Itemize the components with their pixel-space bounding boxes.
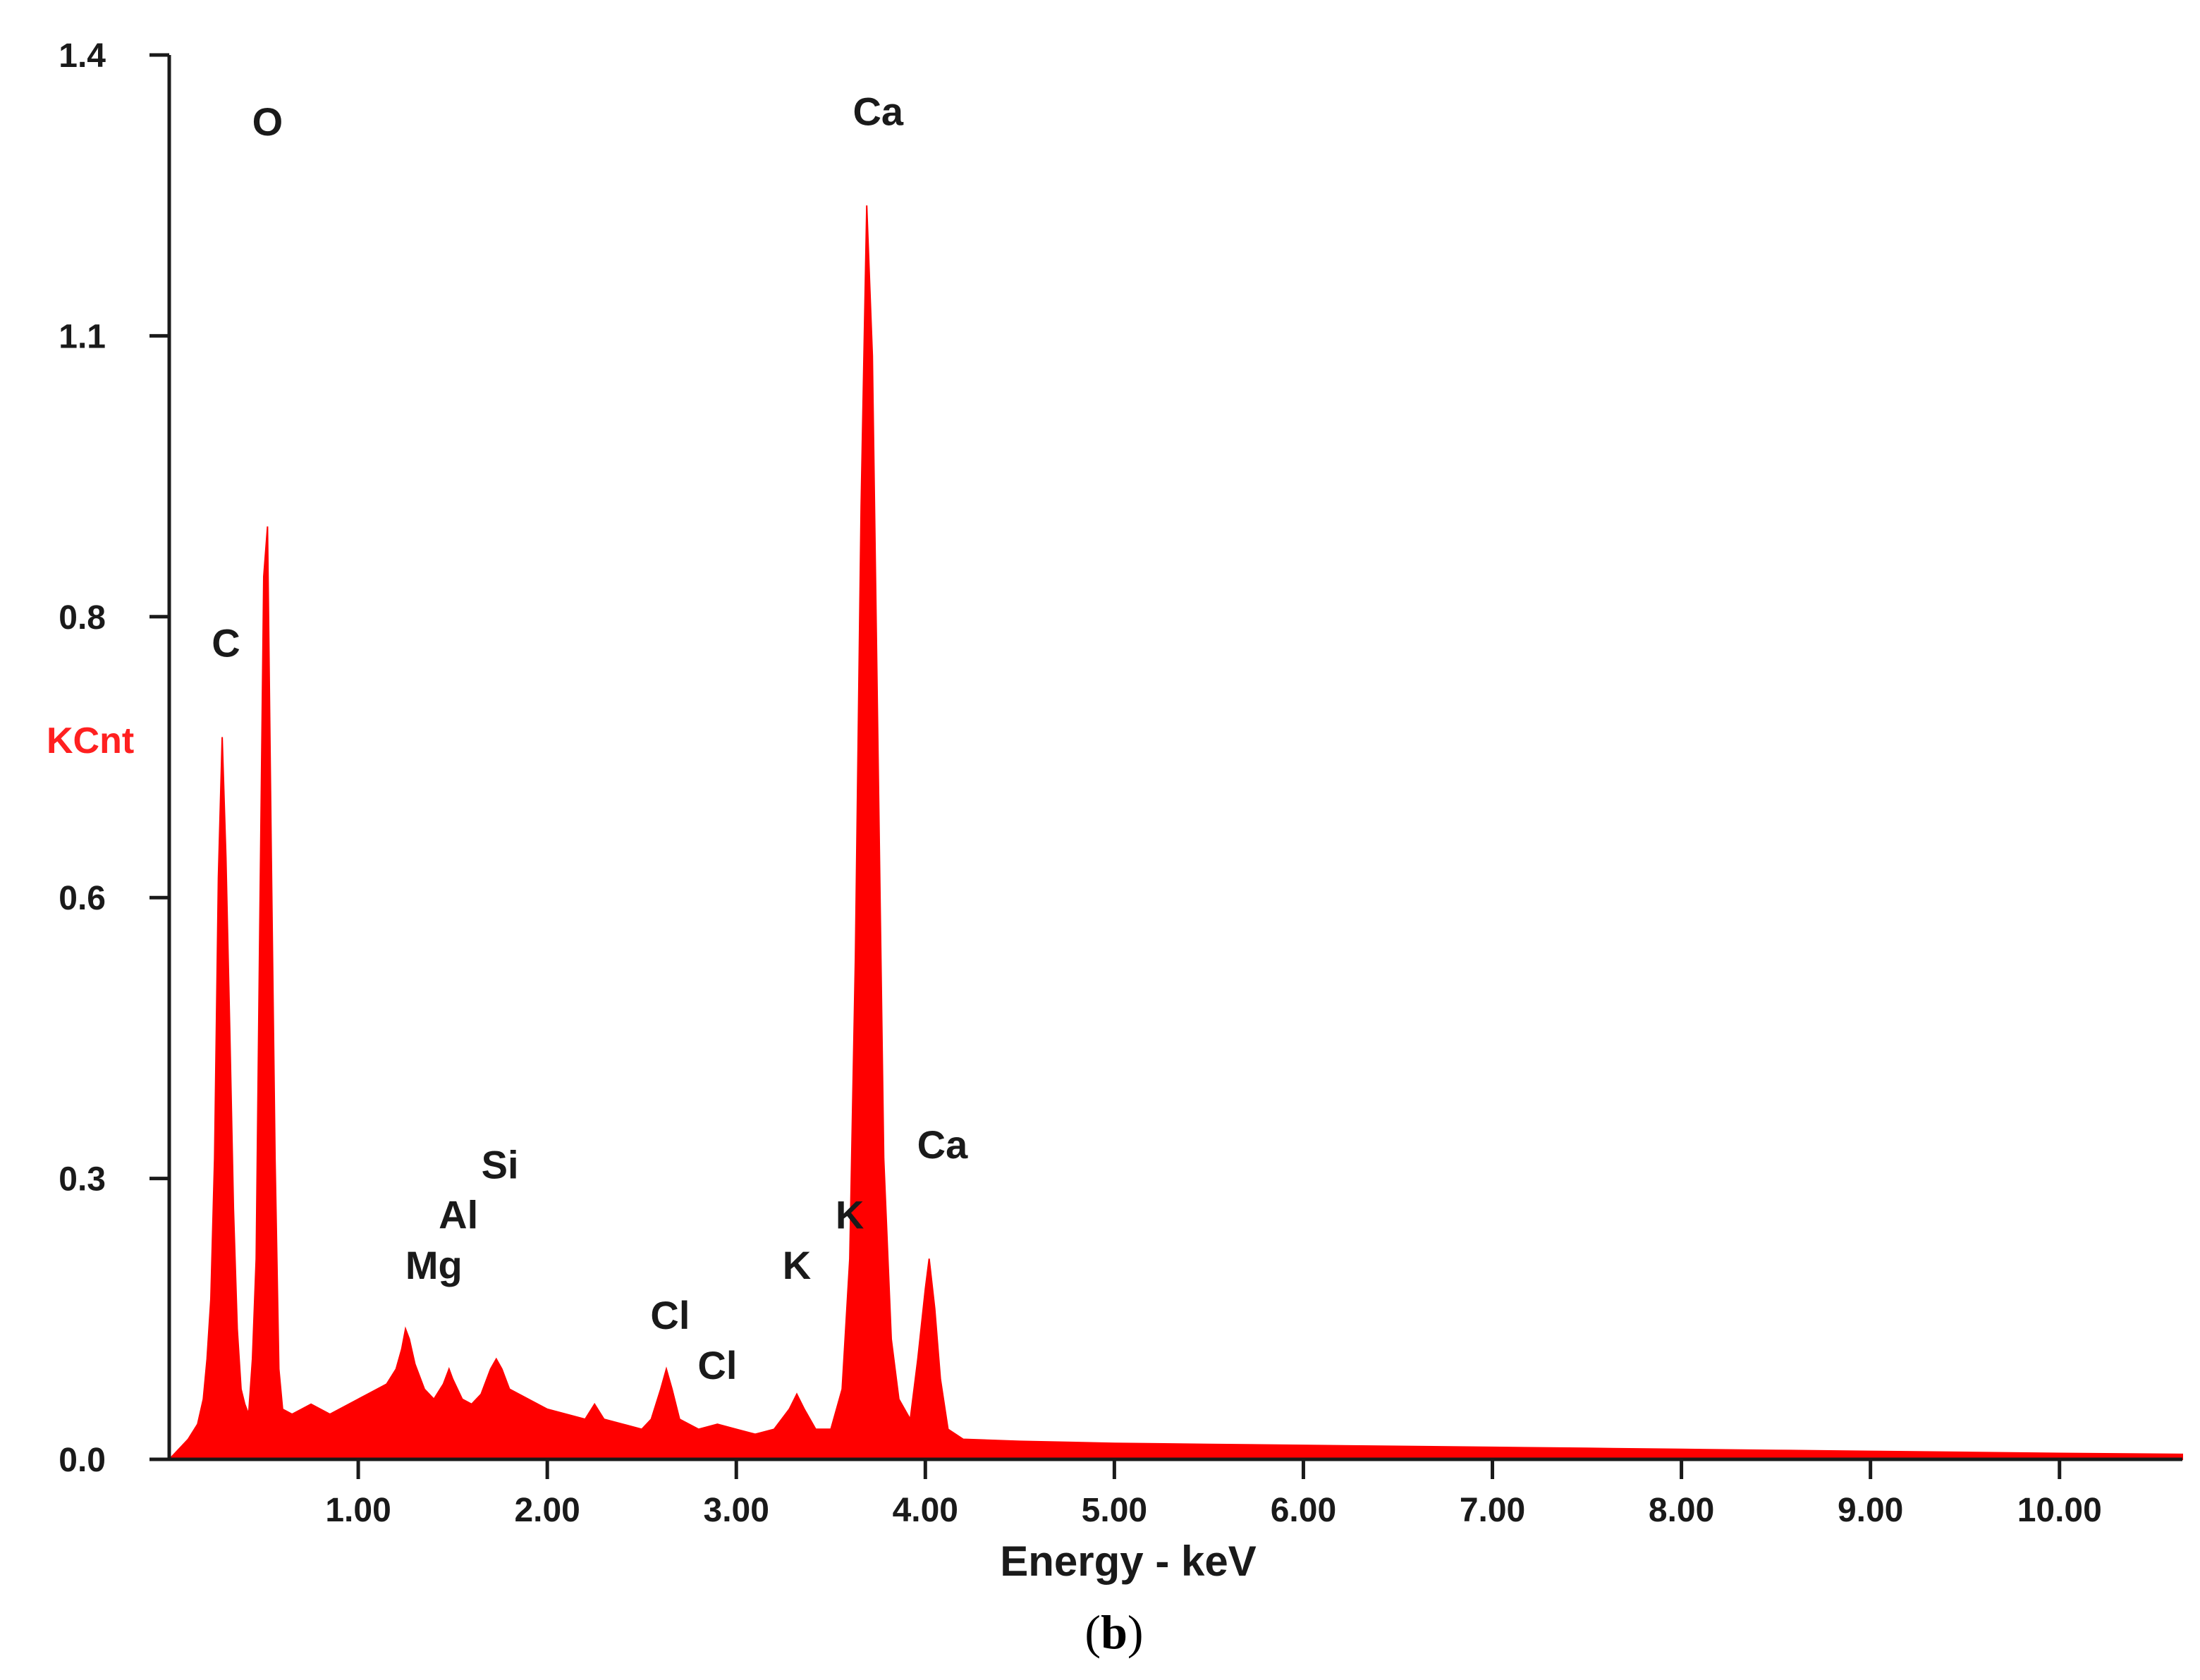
peak-label: Al bbox=[439, 1193, 478, 1237]
caption-letter: b bbox=[1101, 1605, 1128, 1659]
x-tick-label: 6.00 bbox=[1271, 1492, 1336, 1529]
spectrum-series-0 bbox=[167, 205, 2183, 1460]
peak-label: K bbox=[783, 1243, 811, 1287]
x-tick-label: 4.00 bbox=[893, 1492, 958, 1529]
x-tick-label: 7.00 bbox=[1460, 1492, 1525, 1529]
x-tick-label: 10.00 bbox=[2017, 1492, 2102, 1529]
caption-open-paren: ( bbox=[1084, 1605, 1101, 1659]
y-axis-title: KCnt bbox=[47, 721, 134, 761]
axes: 0.0 0.3 0.6 0.8 1.1 1.4 1.00 2.00 3.00 4.00 5.00 6.… bbox=[59, 37, 2182, 1529]
x-tick-label: 3.00 bbox=[704, 1492, 769, 1529]
peak-label: Ca bbox=[853, 90, 903, 134]
peak-label: Cl bbox=[697, 1343, 737, 1387]
x-axis-title: Energy - keV bbox=[1000, 1538, 1257, 1585]
plot-area bbox=[167, 205, 2183, 1460]
y-tick-label: 0.0 bbox=[59, 1442, 106, 1479]
figure-caption: (b) bbox=[1084, 1605, 1143, 1659]
peak-label: K bbox=[836, 1193, 864, 1237]
peak-label: O bbox=[252, 99, 283, 144]
peak-label: C bbox=[212, 621, 240, 666]
x-tick-label: 2.00 bbox=[514, 1492, 580, 1529]
y-tick-label: 1.4 bbox=[59, 37, 106, 75]
y-tick-label: 0.8 bbox=[59, 599, 106, 637]
peak-label: Si bbox=[482, 1143, 519, 1187]
peak-label: Ca bbox=[917, 1122, 968, 1167]
peak-label: Cl bbox=[650, 1293, 690, 1337]
x-tick-label: 8.00 bbox=[1649, 1492, 1714, 1529]
x-tick-label: 9.00 bbox=[1838, 1492, 1903, 1529]
x-tick-label: 1.00 bbox=[325, 1492, 391, 1529]
y-tick-label: 0.6 bbox=[59, 880, 106, 917]
caption-close-paren: ) bbox=[1128, 1605, 1144, 1659]
x-tick-label: 5.00 bbox=[1082, 1492, 1147, 1529]
y-tick-label: 0.3 bbox=[59, 1161, 106, 1198]
y-tick-label: 1.1 bbox=[59, 318, 106, 355]
peak-label: Mg bbox=[405, 1243, 463, 1287]
